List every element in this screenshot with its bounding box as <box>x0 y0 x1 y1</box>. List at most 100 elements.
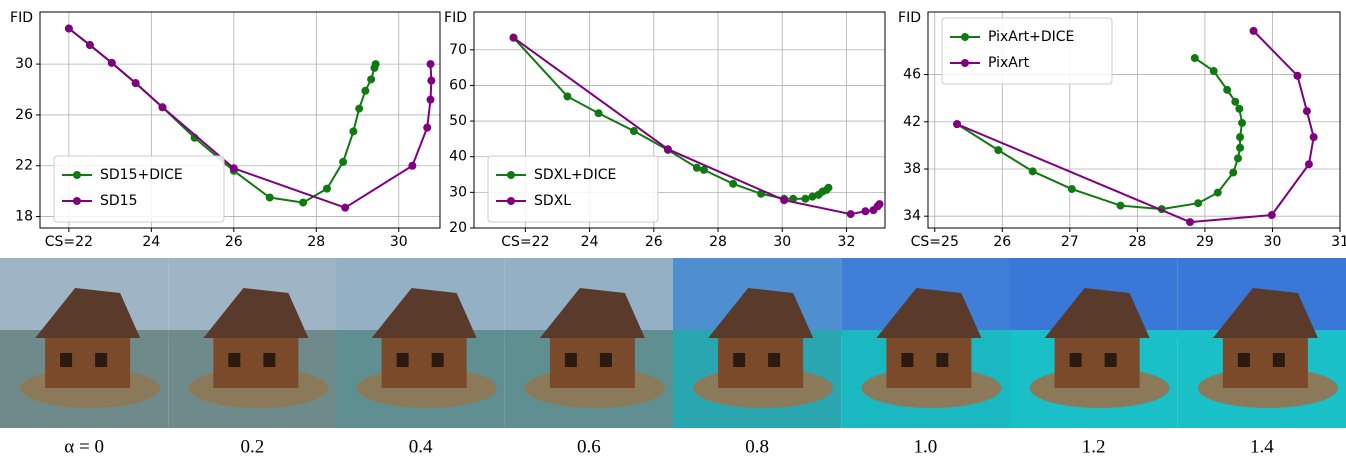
data-point <box>1236 144 1244 152</box>
data-point <box>1214 189 1222 197</box>
data-point <box>1029 167 1037 175</box>
image-caption: 0.6 <box>577 436 601 457</box>
legend-marker <box>73 197 81 205</box>
y-tick-label: 30 <box>449 184 467 200</box>
x-tick-label: CS=25 <box>911 234 959 250</box>
legend-label: SD15+DICE <box>100 167 183 183</box>
y-tick-label: 20 <box>449 220 467 236</box>
image-caption: 0.4 <box>409 436 433 457</box>
x-tick-label: 30 <box>773 234 791 250</box>
data-point <box>1068 185 1076 193</box>
x-tick-label: 26 <box>225 234 243 250</box>
data-point <box>801 195 809 203</box>
legend-marker <box>73 171 81 179</box>
x-tick-label: 30 <box>1264 234 1282 250</box>
y-axis-label: FID <box>898 10 921 26</box>
y-tick-label: 42 <box>903 114 921 130</box>
data-point <box>427 60 435 68</box>
legend-label: SD15 <box>100 193 137 209</box>
y-axis-label: FID <box>10 10 33 26</box>
x-tick-label: 32 <box>838 234 856 250</box>
data-point <box>65 25 73 33</box>
image-caption: 0.8 <box>745 436 769 457</box>
data-point <box>1238 119 1246 127</box>
data-point <box>1268 211 1276 219</box>
legend-marker <box>507 171 515 179</box>
x-tick-label: 28 <box>709 234 727 250</box>
y-tick-label: 18 <box>15 209 33 225</box>
data-point <box>729 180 737 188</box>
data-point <box>953 120 961 128</box>
y-tick-label: 60 <box>449 77 467 93</box>
x-tick-label: 30 <box>390 234 408 250</box>
image-caption: α = 0 <box>64 436 104 457</box>
data-point <box>230 164 238 172</box>
data-point <box>349 127 357 135</box>
legend-marker <box>961 59 969 67</box>
image-caption: 1.2 <box>1082 436 1106 457</box>
data-point <box>266 194 274 202</box>
data-point <box>1229 169 1237 177</box>
data-point <box>1191 54 1199 62</box>
image-caption: 1.0 <box>914 436 938 457</box>
y-tick-label: 38 <box>903 161 921 177</box>
data-point <box>323 185 331 193</box>
data-point <box>299 199 307 207</box>
data-point <box>1210 67 1218 75</box>
data-point <box>339 158 347 166</box>
data-point <box>563 92 571 100</box>
data-point <box>1116 202 1124 210</box>
x-tick-label: CS=22 <box>45 234 93 250</box>
data-point <box>994 146 1002 154</box>
data-point <box>427 96 435 104</box>
y-tick-label: 26 <box>15 107 33 123</box>
y-tick-label: 22 <box>15 158 33 174</box>
data-point <box>1223 86 1231 94</box>
data-point <box>367 75 375 83</box>
data-point <box>1234 154 1242 162</box>
data-point <box>1231 98 1239 106</box>
legend-box <box>488 156 658 222</box>
y-tick-label: 30 <box>15 56 33 72</box>
data-point <box>1310 133 1318 141</box>
data-point <box>1194 199 1202 207</box>
data-point <box>341 204 349 212</box>
y-tick-label: 50 <box>449 113 467 129</box>
data-point <box>876 200 884 208</box>
x-tick-label: 28 <box>1128 234 1146 250</box>
data-point <box>1250 27 1258 35</box>
data-point <box>847 210 855 218</box>
legend-label: PixArt <box>988 55 1030 71</box>
y-tick-label: 70 <box>449 42 467 58</box>
data-point <box>372 60 380 68</box>
x-tick-label: 27 <box>1061 234 1079 250</box>
image-caption: 0.2 <box>241 436 265 457</box>
x-tick-label: CS=22 <box>501 234 549 250</box>
legend-marker <box>507 197 515 205</box>
data-point <box>1236 133 1244 141</box>
legend-label: SDXL+DICE <box>534 167 616 183</box>
data-point <box>1293 72 1301 80</box>
data-point <box>861 207 869 215</box>
x-tick-label: 26 <box>993 234 1011 250</box>
y-axis-label: FID <box>444 10 467 26</box>
data-point <box>1235 105 1243 113</box>
y-tick-label: 46 <box>903 67 921 83</box>
legend-box <box>942 18 1112 84</box>
data-point <box>1305 160 1313 168</box>
data-point <box>780 196 788 204</box>
data-point <box>509 34 517 42</box>
data-point <box>108 59 116 67</box>
y-tick-label: 40 <box>449 149 467 165</box>
x-tick-label: 29 <box>1196 234 1214 250</box>
data-point <box>408 162 416 170</box>
data-point <box>1186 218 1194 226</box>
x-tick-label: 24 <box>581 234 599 250</box>
legend-box <box>54 156 224 222</box>
data-point <box>132 79 140 87</box>
figure: CS=22 24 26 28 30 18 22 26 30 FID SD15+DICE SD15 CS=… <box>0 0 1346 460</box>
legend-label: PixArt+DICE <box>988 29 1074 45</box>
data-point <box>664 145 672 153</box>
x-tick-label: 28 <box>307 234 325 250</box>
data-point <box>693 164 701 172</box>
